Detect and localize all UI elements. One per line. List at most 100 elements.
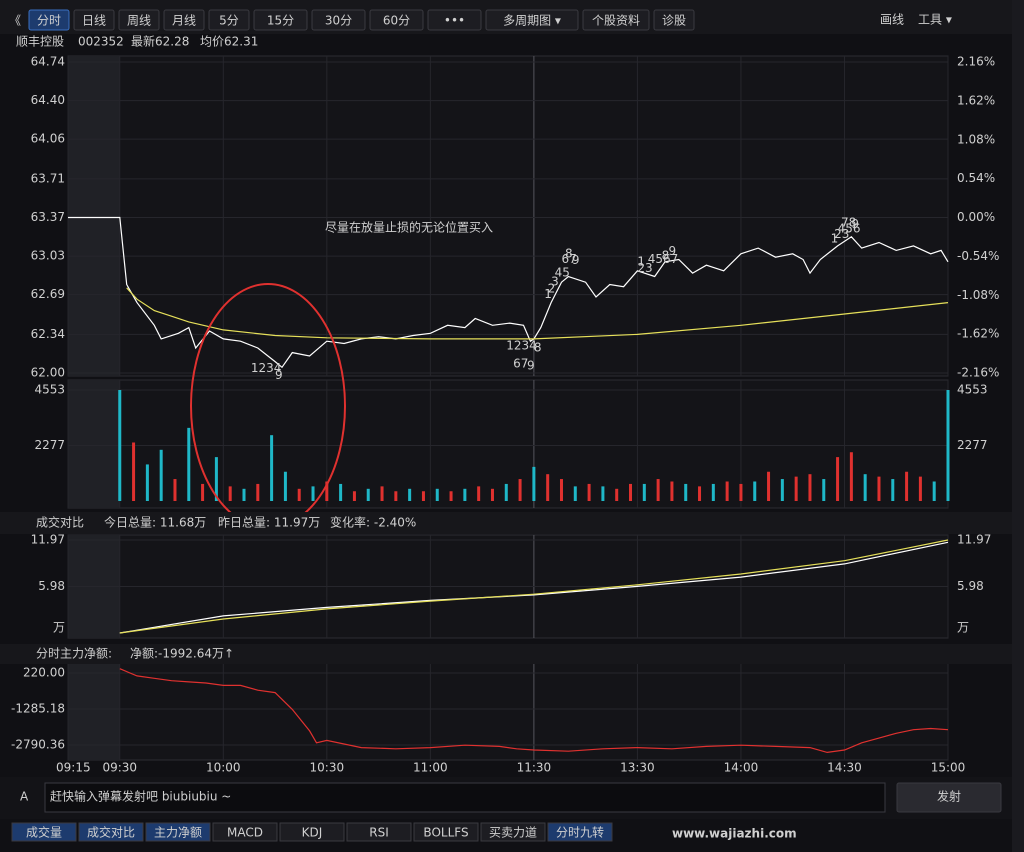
tab-label[interactable]: MACD — [227, 826, 263, 840]
tool-button[interactable] — [253, 9, 308, 31]
y-tick-label: -2790.36 — [11, 738, 65, 752]
tool-label[interactable]: 诊股 — [662, 14, 686, 28]
tool-label[interactable]: 周线 — [127, 14, 151, 28]
volume-bar — [725, 481, 729, 501]
danmu-input[interactable] — [44, 782, 886, 813]
volume-bar — [753, 481, 757, 501]
volume-bar — [311, 486, 315, 501]
volume-bar — [559, 479, 563, 501]
volume-bar — [214, 457, 218, 501]
tool-label[interactable]: 30分 — [325, 14, 352, 28]
volume-bar — [490, 488, 494, 501]
tool-button[interactable] — [653, 9, 695, 31]
tab-label[interactable]: 主力净额 — [154, 826, 202, 840]
premarket-shade — [68, 56, 120, 376]
volume-bar — [132, 442, 136, 501]
panel-frame — [67, 379, 949, 509]
nine-turn-label: 23 — [637, 261, 652, 275]
volume-bar — [532, 466, 536, 501]
y2-tick-label: 0.00% — [957, 210, 995, 224]
volume-bar — [918, 476, 922, 501]
volume-bar — [780, 479, 784, 501]
tool-label[interactable]: 个股资料 — [592, 14, 640, 28]
y-tick-label: 63.71 — [31, 171, 65, 185]
y2-tick-label: -0.54% — [957, 249, 999, 263]
tool-label[interactable]: 《 — [9, 14, 21, 28]
tool-button[interactable] — [118, 9, 160, 31]
y2-tick-label: 0.54% — [957, 171, 995, 185]
quote-code: 002352 — [78, 35, 124, 49]
tool-button[interactable] — [485, 9, 579, 31]
tab[interactable] — [11, 822, 77, 842]
tool-label[interactable]: 多周期图 ▾ — [503, 14, 561, 28]
tab[interactable] — [78, 822, 144, 842]
nine-turn-label: 1234 — [251, 361, 282, 375]
danmu-placeholder[interactable]: 赶快输入弹幕发射吧 biubiubiu ~ — [50, 789, 231, 804]
volume-bar — [739, 483, 743, 501]
tab-label[interactable]: 分时九转 — [556, 825, 604, 840]
tool-label[interactable]: ••• — [444, 14, 465, 28]
tab[interactable] — [145, 822, 211, 842]
tab-label[interactable]: 买卖力道 — [489, 826, 537, 840]
volume-bar — [256, 483, 260, 501]
tool-button[interactable] — [73, 9, 115, 31]
fire-label[interactable]: 发射 — [937, 789, 961, 804]
y-tick-label: 4553 — [34, 383, 65, 397]
volume-bar — [394, 491, 398, 501]
fire-button[interactable] — [896, 782, 1002, 813]
tab[interactable] — [279, 822, 345, 842]
x-tick-label: 15:00 — [931, 761, 966, 775]
tool-label[interactable]: 月线 — [172, 14, 196, 28]
y-tick-label: 220.00 — [23, 666, 65, 680]
tool-label[interactable]: 15分 — [267, 14, 294, 28]
sub-title: 分时主力净额: — [36, 647, 112, 661]
tab-label[interactable]: 成交量 — [26, 825, 62, 840]
tool-button[interactable] — [369, 9, 424, 31]
side-panel — [1012, 0, 1024, 852]
volume-bar — [339, 483, 343, 501]
tab[interactable] — [346, 822, 412, 842]
volume-bar — [380, 486, 384, 501]
tab-label[interactable]: BOLLFS — [423, 826, 468, 840]
tab[interactable] — [480, 822, 546, 842]
tool-button[interactable] — [311, 9, 366, 31]
volume-bar — [670, 481, 674, 501]
tab[interactable] — [413, 822, 479, 842]
nine-turn-label: 1 — [544, 287, 552, 301]
tool-button[interactable] — [582, 9, 650, 31]
nine-turn-label: 9 — [275, 368, 283, 382]
tool-label[interactable]: 60分 — [383, 14, 410, 28]
tab-label[interactable]: KDJ — [302, 826, 323, 840]
volume-bar — [587, 483, 591, 501]
y-tick-label-right: 5.98 — [957, 579, 984, 593]
tab-label[interactable]: RSI — [369, 826, 389, 840]
tab[interactable] — [212, 822, 278, 842]
x-tick-label: 09:15 — [56, 761, 91, 775]
x-tick-label: 14:30 — [827, 761, 862, 775]
watermark: www.wajiazhi.com — [672, 827, 797, 841]
tool-button[interactable] — [28, 9, 70, 31]
tool-label[interactable]: 分时 — [37, 14, 61, 28]
tool-button[interactable] — [163, 9, 205, 31]
tool-button[interactable] — [208, 9, 250, 31]
tab-label[interactable]: 成交对比 — [87, 825, 135, 840]
volume-bar — [629, 483, 633, 501]
tool-label[interactable]: 画线 — [880, 13, 904, 27]
premarket-shade — [68, 660, 120, 760]
tool-label[interactable]: 工具 ▾ — [918, 13, 952, 27]
tool-button[interactable] — [427, 9, 482, 31]
volume-bar — [504, 483, 508, 501]
tool-label[interactable]: 日线 — [82, 14, 106, 28]
volume-bar — [242, 488, 246, 501]
y2-tick-label: -1.08% — [957, 288, 999, 302]
tool-label[interactable]: 5分 — [219, 14, 239, 28]
tab[interactable] — [547, 822, 613, 842]
quote-latest: 最新62.28 — [131, 34, 189, 49]
nine-turn-label: 45 — [555, 266, 570, 280]
volume-bar — [145, 464, 149, 501]
unit-label-right: 万 — [957, 621, 969, 635]
nine-turn-label: 9 — [668, 244, 676, 258]
y-tick-label-right: 11.97 — [957, 533, 991, 547]
nine-turn-label: 456 — [838, 221, 861, 235]
